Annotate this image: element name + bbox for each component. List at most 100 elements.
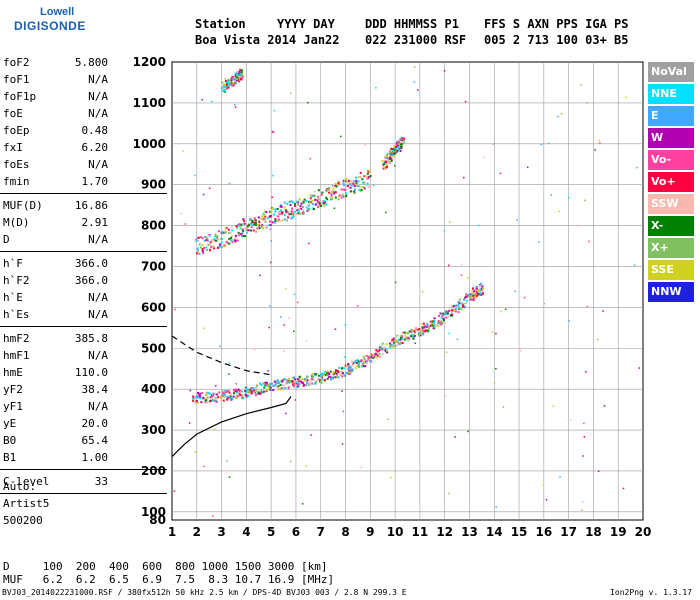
param-name: foEs [3, 158, 30, 171]
echo-point [401, 337, 404, 340]
noise-point [360, 466, 363, 469]
param-row-he: h`E N/A [0, 289, 165, 306]
logo-digisonde-text: DIGISONDE [14, 19, 86, 33]
param-name: foF2 [3, 56, 30, 69]
echo-point [441, 313, 444, 316]
echo-point [294, 381, 297, 384]
noise-point [296, 301, 299, 304]
x-tick-label: 1 [168, 525, 176, 539]
echo-point [340, 196, 343, 199]
noise-point [294, 399, 297, 401]
echo-point [296, 378, 299, 381]
echo-point [222, 231, 225, 234]
echo-point [481, 287, 484, 290]
echo-point [324, 373, 327, 376]
echo-point [446, 311, 449, 314]
echo-point [377, 350, 380, 353]
echo-point [396, 140, 399, 143]
echo-point [362, 355, 365, 358]
echo-point [252, 229, 255, 232]
echo-point [382, 167, 385, 170]
echo-point [234, 241, 237, 244]
echo-point [248, 388, 251, 391]
echo-point [234, 240, 237, 243]
echo-point [233, 391, 236, 394]
echo-point [206, 239, 209, 242]
echo-point [231, 234, 234, 237]
echo-point [259, 390, 262, 393]
noise-point [460, 274, 463, 276]
echo-point [275, 383, 278, 386]
echo-point [376, 356, 379, 359]
param-row-hmf1: hmF1 N/A [0, 347, 165, 364]
echo-point [457, 301, 460, 304]
y-tick-label: 500 [141, 341, 166, 355]
echo-point [391, 148, 394, 151]
noise-point [272, 174, 274, 177]
echo-point [427, 326, 430, 329]
echo-point [345, 193, 348, 196]
echo-point [426, 323, 429, 326]
noise-point [270, 239, 273, 242]
echo-point [383, 161, 386, 164]
echo-point [307, 204, 310, 207]
echo-point [357, 364, 360, 367]
noise-point [569, 419, 572, 421]
echo-point [343, 195, 346, 198]
echo-point [342, 182, 345, 185]
echo-point [227, 86, 230, 89]
echo-point [383, 168, 386, 171]
echo-point [206, 396, 209, 399]
param-value: 110.0 [74, 366, 108, 379]
echo-point [425, 326, 428, 329]
echo-point [250, 387, 253, 390]
param-row-hf2: h`F2 366.0 [0, 272, 165, 289]
echo-point [222, 83, 225, 86]
noise-point [343, 356, 346, 358]
echo-point [472, 292, 475, 295]
echo-point [301, 200, 304, 203]
echo-point [343, 374, 346, 377]
echo-point [396, 141, 399, 144]
echo-point [479, 285, 482, 288]
echo-point [228, 82, 231, 85]
echo-point [206, 243, 209, 246]
echo-point [205, 246, 208, 249]
echo-point [422, 322, 425, 325]
echo-point [208, 234, 211, 237]
echo-point [204, 235, 207, 238]
echo-point [472, 297, 475, 300]
echo-point [201, 247, 204, 250]
echo-point [256, 224, 259, 227]
x-tick-label: 16 [535, 525, 552, 539]
echo-point [335, 185, 338, 188]
echo-point [254, 219, 257, 222]
echo-point [248, 223, 251, 226]
echo-point [277, 385, 280, 388]
echo-point [345, 192, 348, 195]
echo-point [368, 185, 371, 188]
echo-point [241, 235, 244, 238]
echo-point [237, 74, 240, 77]
echo-point [320, 193, 323, 196]
param-name: fxI [3, 141, 23, 154]
param-row-fof2: foF2 5.800 [0, 54, 165, 71]
echo-point [302, 212, 305, 215]
echo-point [298, 207, 301, 210]
echo-point [214, 393, 217, 396]
param-value: 1.70 [81, 175, 109, 188]
echo-point [269, 224, 272, 227]
echo-point [262, 382, 265, 385]
echo-point [378, 346, 381, 349]
echo-point [434, 324, 437, 327]
noise-point [305, 340, 308, 342]
noise-point [547, 142, 550, 145]
echo-point [469, 298, 472, 301]
polarization-legend: NoVal NNE E W Vo- Vo+ SSW X- X+ SSE NNW [648, 62, 694, 304]
echo-point [419, 334, 422, 337]
echo-point [322, 199, 325, 202]
echo-point [302, 206, 305, 209]
echo-point [205, 238, 208, 241]
echo-point [357, 360, 360, 363]
echo-point [399, 343, 402, 346]
